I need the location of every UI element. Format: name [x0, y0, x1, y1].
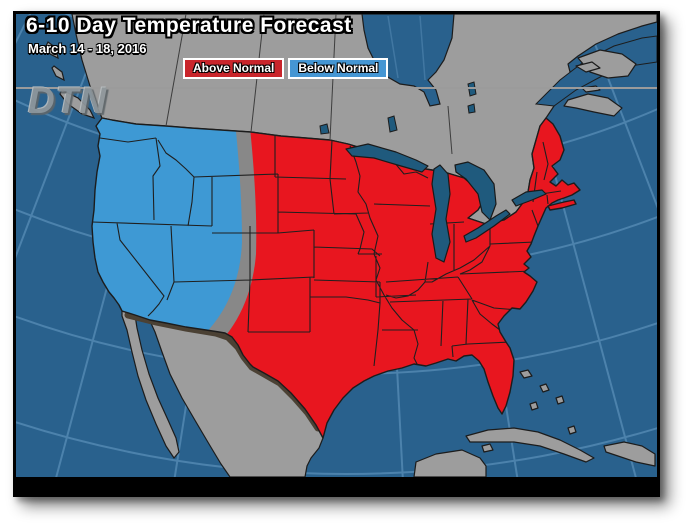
legend: Above Normal Below Normal: [183, 58, 392, 79]
bahamas-3: [529, 401, 539, 411]
lake-winnipeg: [387, 115, 398, 133]
cuba: [465, 427, 595, 463]
hudson-bay-graticule: [387, 15, 426, 81]
lake-of-the-woods: [319, 123, 330, 135]
great-lakes: [345, 143, 547, 263]
bottom-black-strip: [16, 477, 657, 494]
legend-above-normal: Above Normal: [183, 58, 285, 79]
hispaniola: [603, 441, 656, 467]
yucatan: [413, 449, 487, 478]
bahamas-4: [555, 395, 565, 405]
newfoundland-island: [577, 49, 637, 79]
date-range: March 14 - 18, 2016: [28, 41, 147, 56]
canada-lake-speck2: [467, 103, 476, 114]
bahamas-2: [539, 383, 550, 393]
baja-california: [121, 310, 180, 459]
bahamas-1: [519, 369, 533, 379]
caribbean-islands: [465, 369, 656, 467]
lake-ontario: [511, 189, 547, 207]
canada-lakes: [319, 81, 477, 135]
page-title: 6-10 Day Temperature Forecast: [26, 14, 352, 37]
nova-scotia: [563, 93, 623, 117]
us-outline: [91, 117, 581, 439]
isle-of-youth: [481, 443, 494, 453]
atlantic-islands: [563, 49, 637, 117]
legend-below-normal: Below Normal: [288, 58, 389, 79]
us-below-normal-region: [92, 118, 242, 344]
lake-michigan: [431, 164, 451, 263]
vancouver-island: [59, 89, 96, 120]
lake-erie: [463, 209, 511, 243]
turks-island: [567, 425, 577, 435]
pacific-islands: [45, 41, 96, 120]
bc-island: [51, 65, 65, 82]
lake-superior: [345, 143, 429, 173]
anticosti-island: [575, 61, 601, 73]
haida-gwaii: [45, 41, 59, 60]
dtn-logo: DTN: [28, 80, 108, 121]
